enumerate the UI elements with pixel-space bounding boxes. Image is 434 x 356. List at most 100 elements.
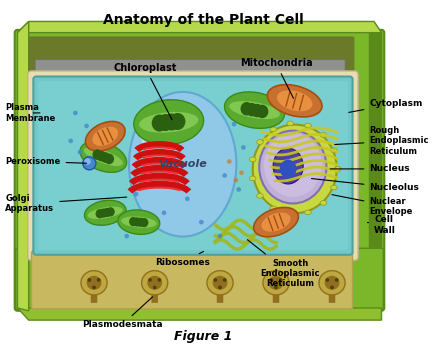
Ellipse shape [286, 212, 293, 217]
Ellipse shape [279, 159, 296, 178]
Ellipse shape [95, 209, 104, 218]
Ellipse shape [169, 113, 185, 130]
Ellipse shape [99, 209, 107, 218]
Ellipse shape [256, 193, 263, 198]
Ellipse shape [263, 134, 321, 197]
Ellipse shape [134, 100, 203, 145]
FancyBboxPatch shape [16, 248, 382, 310]
Ellipse shape [325, 278, 329, 282]
Text: Peroxisome: Peroxisome [5, 157, 86, 166]
Ellipse shape [207, 271, 233, 295]
Ellipse shape [330, 148, 336, 153]
FancyBboxPatch shape [151, 294, 158, 303]
Text: Anatomy of the Plant Cell: Anatomy of the Plant Cell [102, 12, 303, 27]
Ellipse shape [85, 121, 125, 151]
Ellipse shape [68, 138, 73, 143]
Ellipse shape [259, 131, 326, 203]
Ellipse shape [263, 271, 289, 295]
Ellipse shape [81, 271, 107, 295]
Ellipse shape [73, 111, 78, 115]
FancyBboxPatch shape [216, 294, 223, 303]
FancyBboxPatch shape [272, 294, 279, 303]
Ellipse shape [136, 218, 145, 227]
Text: Smooth
Endoplasmic
Reticulum: Smooth Endoplasmic Reticulum [247, 240, 319, 288]
Ellipse shape [256, 140, 263, 145]
Text: Golgi
Apparatus: Golgi Apparatus [5, 194, 126, 213]
Ellipse shape [255, 105, 268, 118]
Ellipse shape [213, 278, 217, 282]
Ellipse shape [304, 123, 310, 128]
Ellipse shape [82, 157, 95, 170]
Text: Nucleus: Nucleus [329, 164, 409, 173]
Ellipse shape [267, 85, 321, 117]
Ellipse shape [253, 208, 298, 237]
FancyBboxPatch shape [29, 36, 354, 75]
Ellipse shape [245, 103, 257, 116]
Ellipse shape [158, 114, 173, 131]
Ellipse shape [233, 178, 238, 182]
Ellipse shape [199, 220, 203, 224]
Ellipse shape [148, 278, 151, 282]
Ellipse shape [240, 102, 252, 115]
Ellipse shape [304, 210, 310, 215]
Ellipse shape [97, 278, 100, 282]
FancyBboxPatch shape [31, 251, 352, 309]
Ellipse shape [268, 276, 283, 290]
Ellipse shape [100, 152, 110, 163]
Text: Plasmodesmata: Plasmodesmata [82, 297, 162, 329]
Polygon shape [17, 21, 29, 311]
Ellipse shape [334, 167, 340, 171]
Ellipse shape [121, 216, 156, 228]
Ellipse shape [87, 278, 91, 282]
Ellipse shape [133, 192, 138, 197]
Ellipse shape [261, 213, 290, 232]
Ellipse shape [96, 151, 106, 161]
Ellipse shape [141, 271, 168, 295]
Ellipse shape [152, 286, 156, 289]
Text: Nucleolus: Nucleolus [311, 179, 418, 192]
Ellipse shape [222, 173, 227, 178]
Ellipse shape [318, 271, 344, 295]
Ellipse shape [129, 92, 236, 237]
Text: Plasma
Membrane: Plasma Membrane [5, 103, 56, 122]
Text: Cytoplasm: Cytoplasm [348, 99, 422, 112]
Text: Chloroplast: Chloroplast [113, 63, 177, 120]
FancyBboxPatch shape [328, 294, 335, 303]
Ellipse shape [227, 159, 231, 164]
Ellipse shape [78, 150, 82, 155]
Ellipse shape [239, 170, 243, 175]
Ellipse shape [222, 278, 226, 282]
Ellipse shape [147, 276, 162, 290]
Ellipse shape [269, 278, 273, 282]
Ellipse shape [249, 176, 255, 181]
Ellipse shape [124, 234, 129, 239]
FancyBboxPatch shape [33, 77, 352, 255]
Text: Ribosomes: Ribosomes [155, 251, 210, 267]
Ellipse shape [334, 167, 340, 171]
Ellipse shape [84, 148, 122, 166]
Ellipse shape [157, 278, 161, 282]
Ellipse shape [319, 132, 326, 137]
Ellipse shape [140, 104, 182, 159]
Ellipse shape [218, 286, 221, 289]
Ellipse shape [106, 207, 115, 216]
Ellipse shape [86, 276, 101, 290]
Ellipse shape [84, 200, 126, 225]
Ellipse shape [252, 125, 336, 213]
Ellipse shape [329, 286, 333, 289]
Ellipse shape [249, 157, 255, 162]
Text: Mitochondria: Mitochondria [239, 58, 312, 98]
Ellipse shape [270, 127, 276, 132]
Ellipse shape [92, 149, 102, 160]
Ellipse shape [84, 124, 89, 128]
Ellipse shape [270, 206, 276, 211]
Ellipse shape [118, 210, 159, 234]
Ellipse shape [273, 286, 277, 289]
Ellipse shape [278, 278, 282, 282]
FancyBboxPatch shape [15, 30, 383, 311]
Ellipse shape [212, 276, 227, 290]
Polygon shape [17, 21, 381, 33]
Ellipse shape [334, 278, 338, 282]
Ellipse shape [324, 276, 339, 290]
Ellipse shape [286, 121, 293, 126]
